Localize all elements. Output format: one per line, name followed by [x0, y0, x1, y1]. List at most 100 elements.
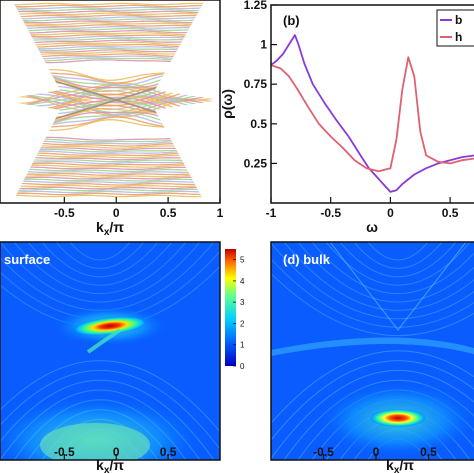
band-line [0, 4, 220, 8]
spectral-arc [0, 242, 201, 303]
band-line [0, 32, 220, 36]
ytick-label: 0.25 [244, 156, 268, 170]
spectral-arc [297, 242, 474, 303]
spectral-arc [69, 242, 131, 261]
band-line [0, 12, 220, 16]
panel-c: surface 0 1 2 3 4 5 -0.5 0 0.5 kx/π [0, 241, 245, 474]
spectral-arc [55, 428, 145, 460]
series-line-b [271, 34, 474, 193]
band-line [0, 166, 220, 170]
band-line [0, 14, 220, 18]
xtick-label: 0.5 [160, 206, 177, 220]
band-line [0, 18, 220, 22]
panel-b-legend: b h [436, 9, 474, 47]
surface-bottom-core [40, 423, 150, 460]
dos-curves [271, 34, 474, 193]
colorbar-tick-label: 4 [240, 277, 245, 286]
xtick-label: 0 [113, 206, 120, 220]
band-line [0, 194, 220, 198]
band-line [0, 6, 220, 10]
colorbar: 0 1 2 3 4 5 [225, 249, 245, 371]
colorbar-tick-label: 3 [240, 298, 245, 307]
spectral-arc [13, 399, 187, 460]
band-line [0, 25, 220, 30]
spectral-arc [13, 242, 187, 295]
spectral-arc [55, 242, 145, 269]
ytick-label: 1 [260, 38, 267, 52]
panel-d-xlabel: kx/π [386, 457, 414, 474]
band-line [0, 35, 220, 40]
panel-b: -1 -0.5 0 0.5 0.25 0.5 0.75 1 1.25 (b) ρ(ω) ω b … [219, 0, 474, 235]
bulk-heatmap [271, 242, 474, 460]
band-line [0, 27, 220, 32]
ytick-label: 1.25 [244, 0, 268, 12]
band-line [0, 30, 220, 34]
panel-a: -0.5 0 0.5 1 kx/π [0, 0, 224, 238]
band-line [0, 84, 220, 107]
panel-b-xlabel: ω [366, 219, 378, 235]
panel-a-frame [0, 0, 221, 204]
xtick-label: -1 [266, 206, 277, 220]
xtick-label: 0 [373, 445, 380, 459]
band-line [0, 34, 220, 38]
band-line [0, 172, 220, 176]
legend-label-b: b [455, 13, 462, 27]
band-line [0, 178, 220, 182]
spectral-arc [41, 418, 159, 460]
band-line [0, 168, 220, 173]
colorbar-ticks: 0 1 2 3 4 5 [233, 256, 245, 371]
spectral-arc [0, 369, 220, 451]
colorbar-tick-label: 5 [240, 256, 245, 265]
spectral-arc [271, 369, 474, 460]
surface-bands [0, 0, 220, 203]
band-line [0, 186, 220, 190]
legend-label-h: h [455, 30, 462, 44]
panel-b-label: (b) [283, 13, 300, 28]
colorbar-tick-label: 0 [240, 362, 245, 371]
spectral-arc [339, 242, 457, 278]
panel-c-xlabel: kx/π [96, 457, 124, 474]
spectral-arc [41, 242, 159, 278]
colorbar-tick-label: 1 [240, 341, 245, 350]
ytick-label: 0.75 [244, 77, 268, 91]
spectral-arc [271, 350, 474, 424]
band-line [0, 184, 220, 188]
spectral-arc [283, 379, 474, 460]
band-line [0, 170, 220, 175]
band-line [0, 2, 220, 6]
spectral-arc [271, 258, 474, 328]
band-line [0, 176, 220, 180]
band-line [0, 24, 220, 28]
xtick-label: 0.5 [442, 206, 459, 220]
band-line [0, 188, 220, 192]
spectral-arc [27, 409, 173, 460]
panel-c-label: surface [4, 252, 50, 267]
spectral-arc [0, 379, 215, 460]
band-line [0, 182, 220, 186]
xtick-label: -0.5 [54, 445, 75, 459]
xtick-label: 1 [217, 206, 224, 220]
series-line-h [271, 56, 474, 173]
panel-d-label: (d) bulk [283, 252, 331, 267]
panel-d-xticks: -0.5 0 0.5 [313, 445, 437, 460]
spectral-arc [353, 242, 443, 269]
surface-hotspot [72, 316, 148, 336]
band-line [0, 190, 220, 194]
colorbar-gradient [225, 249, 236, 366]
spectral-arc [0, 389, 201, 460]
band-gap-left [0, 100, 60, 203]
xtick-label: 0.5 [160, 445, 177, 459]
band-line [0, 162, 220, 166]
panel-d: (d) bulk -0.5 0 0.5 kx/π [270, 241, 474, 474]
panel-c-xticks: -0.5 0 0.5 [54, 445, 177, 460]
band-line [0, 192, 220, 196]
panel-b-ticks: -1 -0.5 0 0.5 0.25 0.5 0.75 1 1.25 [244, 0, 459, 220]
panel-b-ylabel: ρ(ω) [219, 89, 235, 119]
band-line [0, 20, 220, 24]
band-line [0, 180, 220, 184]
bulk-hotspot [370, 409, 426, 427]
panel-a-xlabel: kx/π [96, 219, 124, 238]
band-line [0, 8, 220, 12]
xtick-label: -0.5 [54, 206, 75, 220]
xtick-label: 0 [113, 445, 120, 459]
